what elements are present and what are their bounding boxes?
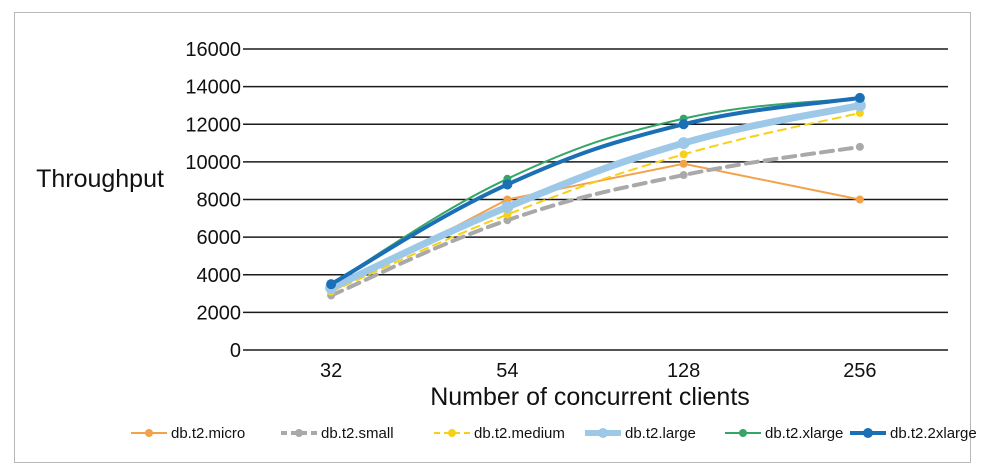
legend-label: db.t2.xlarge bbox=[765, 425, 843, 442]
y-tick-label: 14000 bbox=[185, 77, 241, 99]
series-line bbox=[330, 96, 861, 286]
x-axis-title: Number of concurrent clients bbox=[430, 383, 750, 411]
y-tick-label: 0 bbox=[230, 340, 241, 362]
legend-marker bbox=[863, 428, 873, 438]
chart-frame bbox=[14, 12, 971, 463]
legend-marker bbox=[145, 429, 153, 437]
legend-marker bbox=[295, 429, 303, 437]
y-tick-label: 12000 bbox=[185, 114, 241, 136]
data-point bbox=[501, 201, 514, 214]
series-line bbox=[330, 162, 861, 293]
legend-item: db.t2.micro bbox=[131, 425, 245, 442]
y-tick-label: 10000 bbox=[185, 152, 241, 174]
legend: db.t2.micro db.t2.small db.t2.medium db.t2.… bbox=[131, 425, 977, 442]
data-point bbox=[854, 92, 865, 103]
data-point bbox=[678, 119, 689, 130]
data-point bbox=[855, 142, 864, 151]
data-point bbox=[679, 171, 688, 180]
series-line bbox=[330, 111, 861, 293]
legend-label: db.t2.medium bbox=[474, 425, 565, 442]
legend-marker bbox=[598, 428, 608, 438]
x-tick-label: 32 bbox=[320, 360, 342, 382]
y-tick-label: 8000 bbox=[197, 190, 242, 212]
legend-label: db.t2.micro bbox=[171, 425, 245, 442]
data-point bbox=[502, 179, 513, 190]
y-tick-label: 6000 bbox=[197, 227, 242, 249]
y-axis-ticks: 0 2000 4000 6000 8000 10000 12000 14000 16000 bbox=[185, 39, 241, 362]
series-db-t2-small bbox=[327, 142, 864, 300]
data-point bbox=[677, 137, 690, 150]
series-db-t2-2xlarge bbox=[326, 92, 865, 290]
series-line bbox=[329, 144, 862, 298]
x-tick-label: 54 bbox=[496, 360, 518, 382]
legend-item: db.t2.medium bbox=[434, 425, 565, 442]
data-point bbox=[679, 150, 688, 159]
series-line bbox=[329, 95, 862, 287]
legend-item: db.t2.xlarge bbox=[725, 425, 843, 442]
data-point bbox=[853, 99, 866, 112]
series-db-t2-medium bbox=[327, 108, 864, 296]
data-point bbox=[503, 216, 512, 225]
data-point bbox=[855, 195, 864, 204]
series-line bbox=[327, 101, 864, 292]
y-tick-label: 16000 bbox=[185, 39, 241, 61]
data-point bbox=[326, 279, 337, 290]
y-tick-label: 4000 bbox=[197, 265, 242, 287]
y-tick-label: 2000 bbox=[197, 302, 242, 324]
legend-label: db.t2.2xlarge bbox=[890, 425, 977, 442]
legend-item: db.t2.small bbox=[281, 425, 394, 442]
legend-marker bbox=[739, 429, 747, 437]
series-layer bbox=[325, 92, 866, 300]
gridlines bbox=[243, 48, 948, 351]
legend-label: db.t2.large bbox=[625, 425, 696, 442]
legend-label: db.t2.small bbox=[321, 425, 394, 442]
legend-item: db.t2.large bbox=[585, 425, 696, 442]
legend-marker bbox=[448, 429, 456, 437]
data-point bbox=[679, 159, 688, 168]
y-axis-title: Throughput bbox=[36, 165, 164, 193]
x-tick-label: 128 bbox=[667, 360, 700, 382]
legend-item: db.t2.2xlarge bbox=[850, 425, 977, 442]
x-tick-label: 256 bbox=[843, 360, 876, 382]
x-axis-ticks: 32 54 128 256 bbox=[320, 360, 877, 382]
